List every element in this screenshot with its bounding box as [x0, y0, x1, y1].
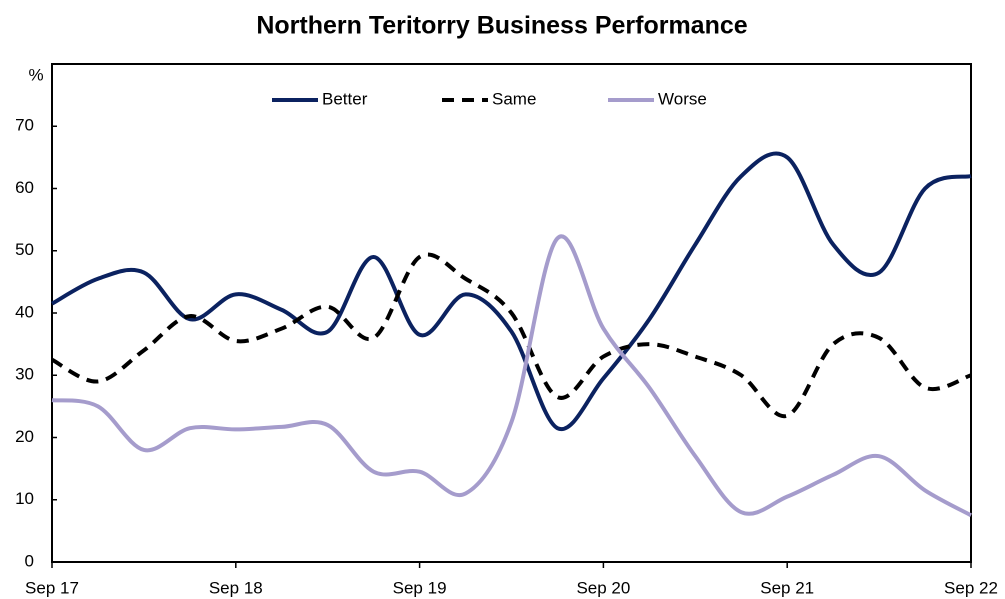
y-axis-label: % [28, 65, 43, 84]
x-tick-label: Sep 22 [944, 578, 998, 597]
y-tick-label: 20 [15, 427, 34, 446]
y-tick-label: 50 [15, 240, 34, 259]
x-tick-label: Sep 17 [25, 578, 79, 597]
line-series [51, 234, 972, 518]
line-series [51, 151, 972, 432]
x-tick-label: Sep 18 [209, 578, 263, 597]
y-tick-label: 40 [15, 302, 34, 321]
y-tick-label: 0 [25, 551, 34, 570]
legend-label: Better [322, 89, 368, 108]
x-tick-label: Sep 20 [576, 578, 630, 597]
legend-label: Same [492, 89, 536, 108]
y-tick-label: 30 [15, 365, 34, 384]
y-tick-label: 10 [15, 489, 34, 508]
y-tick-label: 70 [15, 116, 34, 135]
line-series [51, 252, 972, 419]
legend-label: Worse [658, 89, 707, 108]
chart-title: Northern Teritorry Business Performance [256, 12, 747, 40]
x-tick-label: Sep 19 [393, 578, 447, 597]
x-tick-label: Sep 21 [760, 578, 814, 597]
y-tick-label: 60 [15, 178, 34, 197]
